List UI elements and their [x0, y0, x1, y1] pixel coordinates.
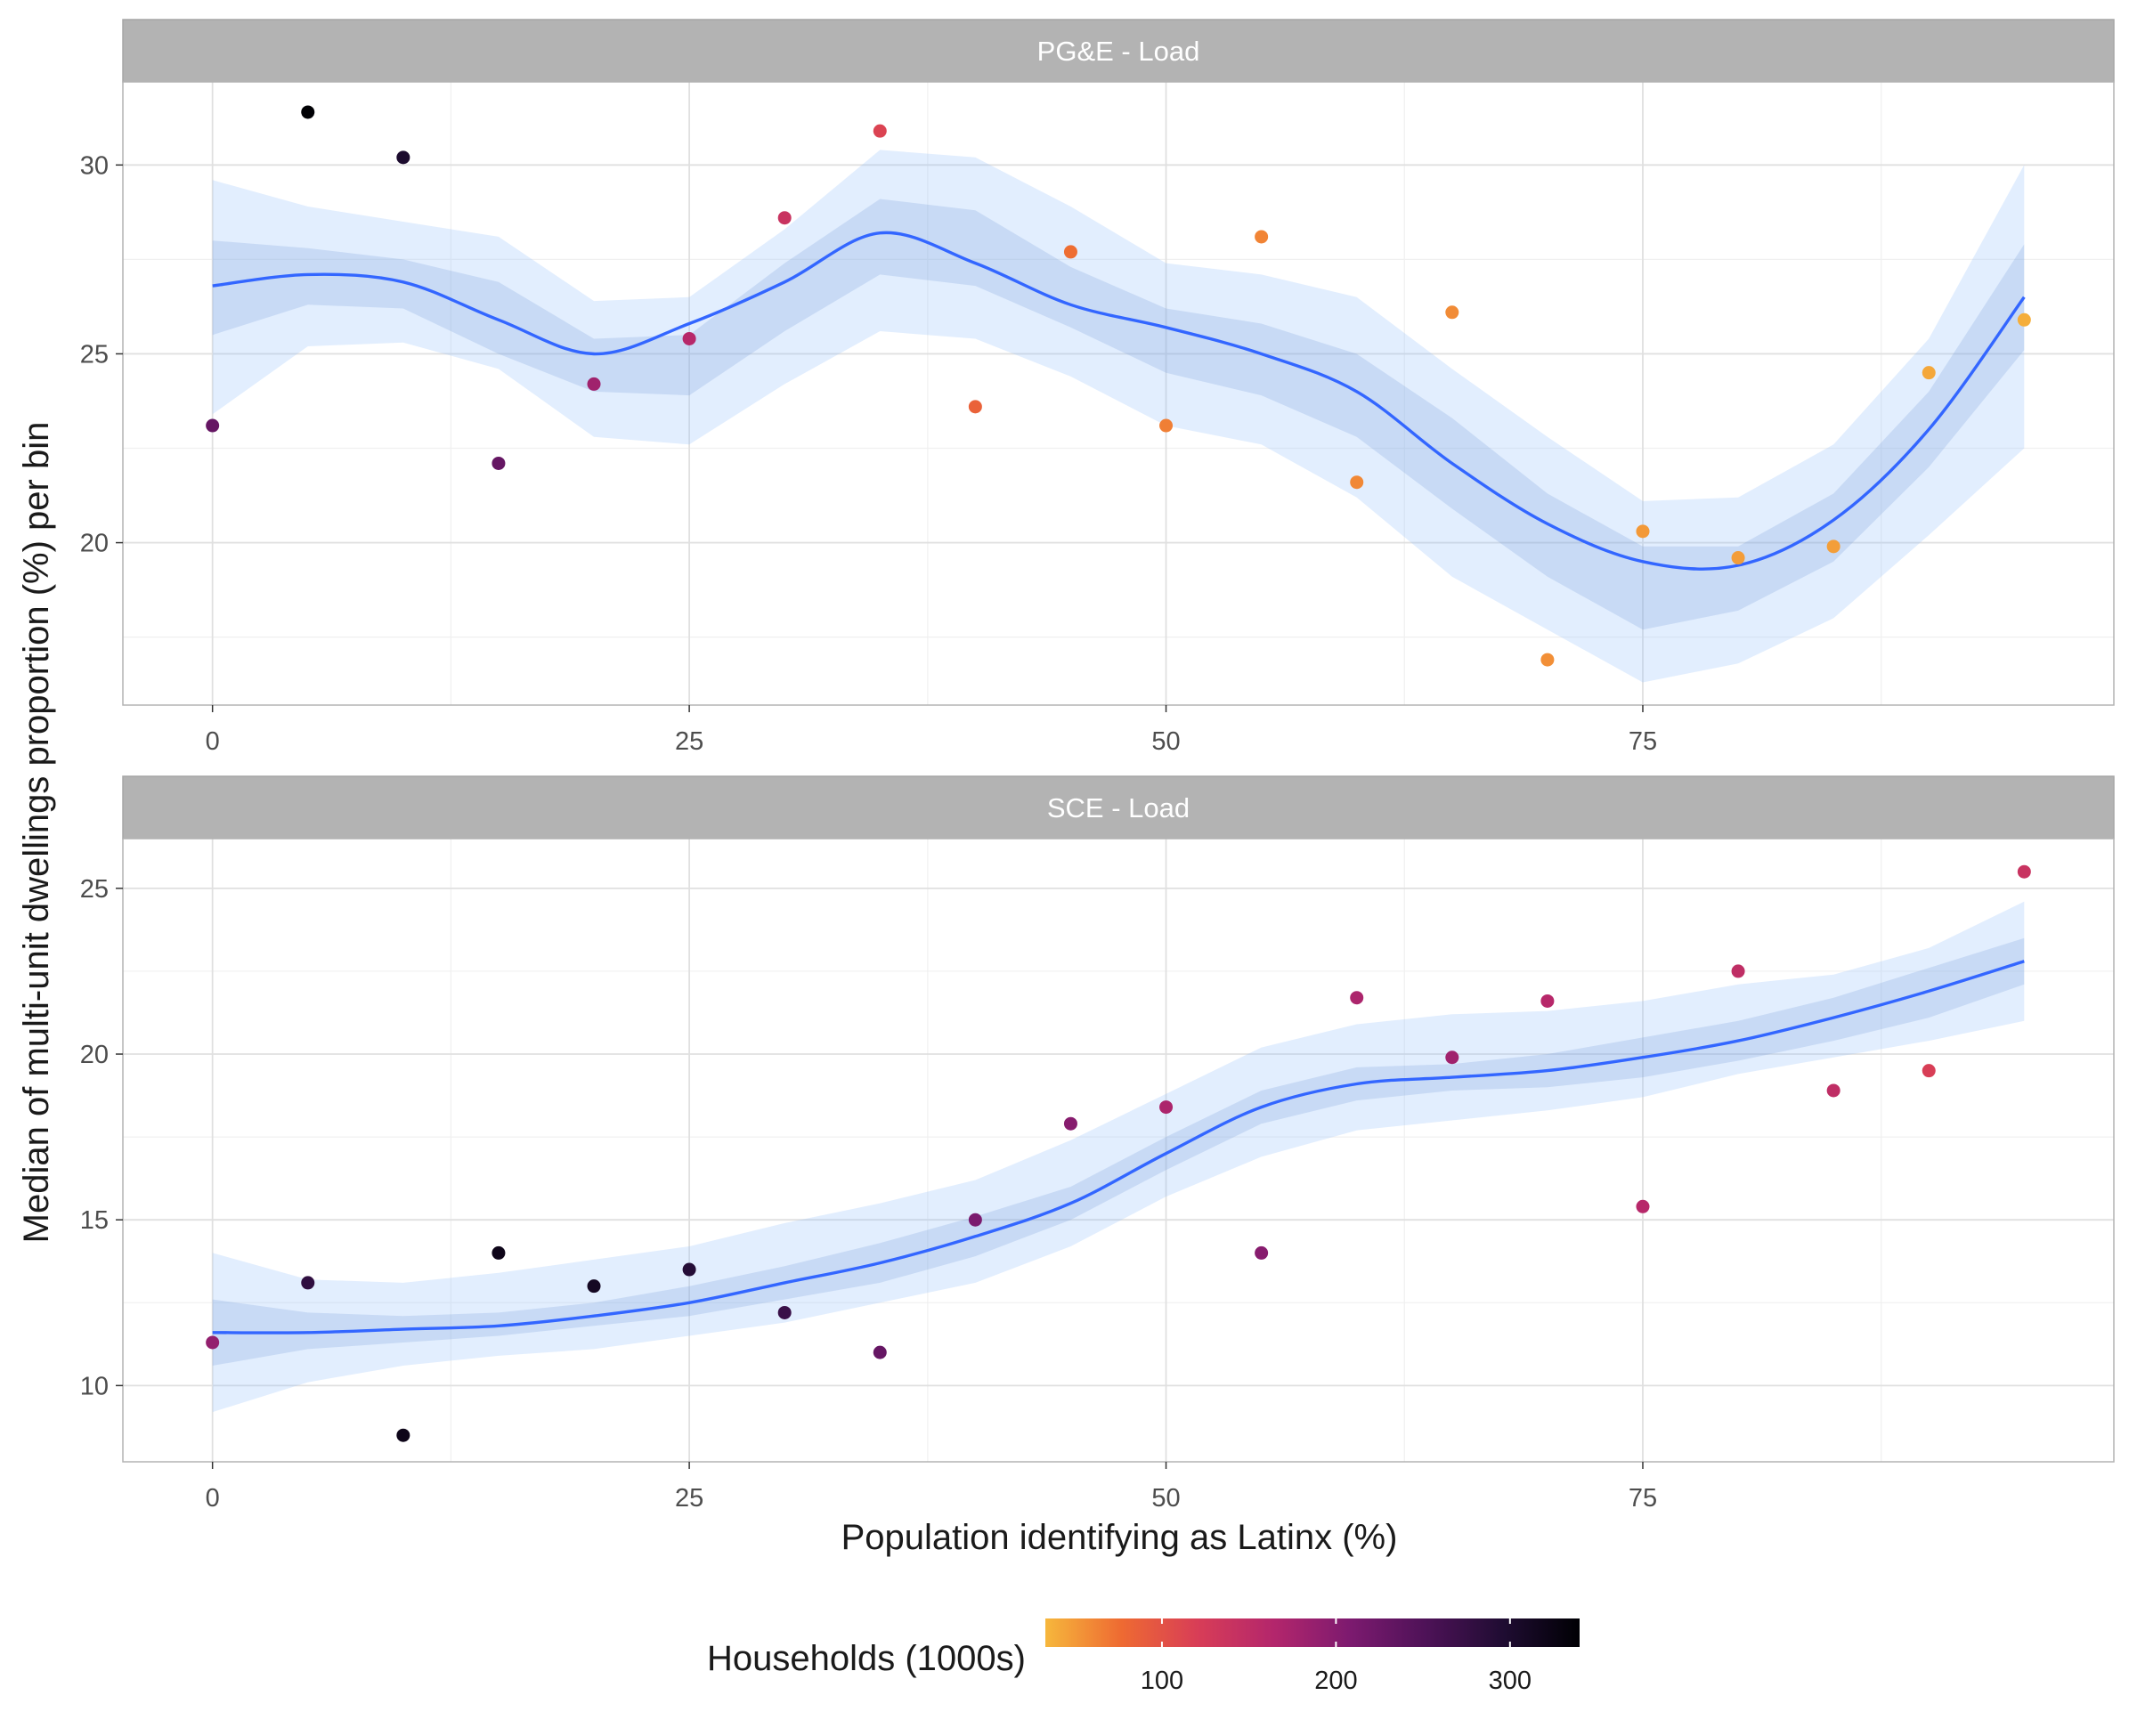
data-point [587, 1279, 601, 1294]
x-tick-label: 25 [675, 727, 703, 756]
data-point [1540, 994, 1555, 1008]
data-point [1255, 230, 1269, 244]
data-point [682, 331, 696, 345]
data-point [1826, 1083, 1840, 1098]
confidence-band-inner [212, 199, 2025, 630]
data-point [587, 377, 601, 391]
facet-strip [122, 19, 2115, 83]
data-point [2017, 864, 2031, 879]
x-tick-label: 25 [675, 1484, 703, 1513]
plot-background [123, 82, 2114, 705]
y-tick-label: 15 [80, 1206, 109, 1235]
data-point [1350, 475, 1364, 490]
x-tick-label: 75 [1629, 1484, 1657, 1513]
data-point [1255, 1245, 1269, 1260]
y-tick-label: 25 [80, 340, 109, 369]
panel-sce: SCE - Load 10 15 20 25 0 25 50 75 [80, 775, 2115, 1513]
data-point [1159, 418, 1174, 433]
data-point [1636, 1199, 1650, 1213]
data-point [1063, 245, 1077, 259]
data-point [968, 400, 982, 414]
data-point [873, 124, 887, 138]
smoothed-fit-line [212, 231, 2026, 571]
data-point [682, 1262, 696, 1277]
y-axis-title: Median of multi-unit dwellings proportio… [17, 422, 56, 1244]
data-point [1731, 964, 1745, 978]
panel-border [122, 838, 2115, 1463]
legend-tick-label: 100 [1141, 1667, 1183, 1695]
x-axis-title: Population identifying as Latinx (%) [841, 1518, 1398, 1557]
data-point [1159, 1100, 1174, 1115]
data-point [492, 1245, 506, 1260]
data-point [396, 150, 410, 165]
legend-title: Households (1000s) [707, 1639, 1026, 1678]
facet-strip-label: SCE - Load [1047, 792, 1190, 823]
legend-colorbar [1045, 1618, 1580, 1647]
facet-strip [122, 775, 2115, 840]
data-point [968, 1213, 982, 1227]
households-legend: Households (1000s) 100 200 300 [707, 1618, 1580, 1695]
data-point [206, 418, 220, 433]
data-point [873, 1345, 887, 1359]
x-tick-label: 75 [1629, 727, 1657, 756]
data-point [2017, 312, 2031, 327]
x-tick-label: 50 [1151, 1484, 1180, 1513]
data-point [1636, 524, 1650, 539]
data-point [206, 1335, 220, 1350]
y-tick-label: 25 [80, 875, 109, 904]
data-point [1922, 1064, 1936, 1078]
legend-ticks: 100 200 300 [1141, 1618, 1532, 1695]
panel-border [122, 81, 2115, 706]
data-point [1540, 653, 1555, 667]
data-point [1445, 1051, 1459, 1065]
data-point [1063, 1116, 1077, 1131]
plot-background [123, 839, 2114, 1462]
data-point [301, 105, 315, 119]
x-tick-label: 0 [206, 727, 220, 756]
data-point [1826, 539, 1840, 554]
data-point [492, 456, 506, 470]
data-point [1350, 991, 1364, 1005]
data-point [777, 1305, 792, 1319]
x-tick-label: 0 [206, 1484, 220, 1513]
data-point [1731, 551, 1745, 565]
legend-tick-label: 300 [1489, 1667, 1532, 1695]
data-point [301, 1276, 315, 1290]
data-point [1445, 305, 1459, 320]
confidence-band-outer [212, 901, 2025, 1413]
confidence-band-outer [212, 150, 2025, 683]
y-tick-label: 10 [80, 1372, 109, 1400]
y-tick-label: 20 [80, 1041, 109, 1069]
y-tick-label: 30 [80, 151, 109, 180]
x-tick-label: 50 [1151, 727, 1180, 756]
data-point [396, 1428, 410, 1442]
facet-strip-label: PG&E - Load [1037, 36, 1200, 67]
legend-tick-label: 200 [1314, 1667, 1357, 1695]
confidence-band-inner [212, 937, 2025, 1366]
data-point [1922, 366, 1936, 380]
data-point [777, 211, 792, 225]
facet-panels: PG&E - Load 20 25 30 0 25 50 75 SCE - Load 10 15 20… [80, 19, 2115, 1513]
smoothed-fit-line [212, 960, 2025, 1334]
y-tick-label: 20 [80, 530, 109, 558]
panel-pge: PG&E - Load 20 25 30 0 25 50 75 [80, 19, 2115, 756]
